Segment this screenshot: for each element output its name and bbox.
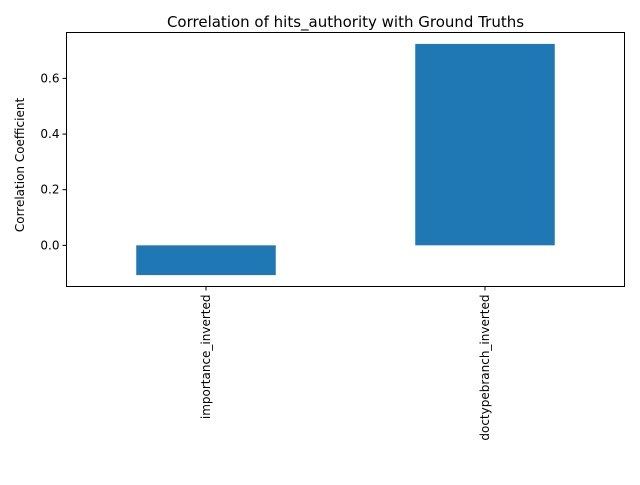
- plot-frame: [66, 32, 625, 287]
- bars-layer: [136, 43, 555, 276]
- x-tick-label: importance_inverted: [199, 295, 213, 420]
- bar-doctypebranch_inverted: [415, 43, 555, 246]
- y-axis-label: Correlation Coefficient: [13, 98, 27, 233]
- ticks-layer: importance_inverted doctypebranch_inverte…: [40, 71, 492, 440]
- x-tick-label: doctypebranch_inverted: [478, 295, 492, 441]
- y-tick-label: 0.0: [40, 238, 59, 252]
- y-tick-label: 0.6: [40, 71, 59, 85]
- chart-title: Correlation of hits_authority with Groun…: [167, 13, 524, 32]
- y-tick-label: 0.2: [40, 183, 59, 197]
- bar-importance_inverted: [136, 245, 276, 276]
- y-tick-label: 0.4: [40, 127, 59, 141]
